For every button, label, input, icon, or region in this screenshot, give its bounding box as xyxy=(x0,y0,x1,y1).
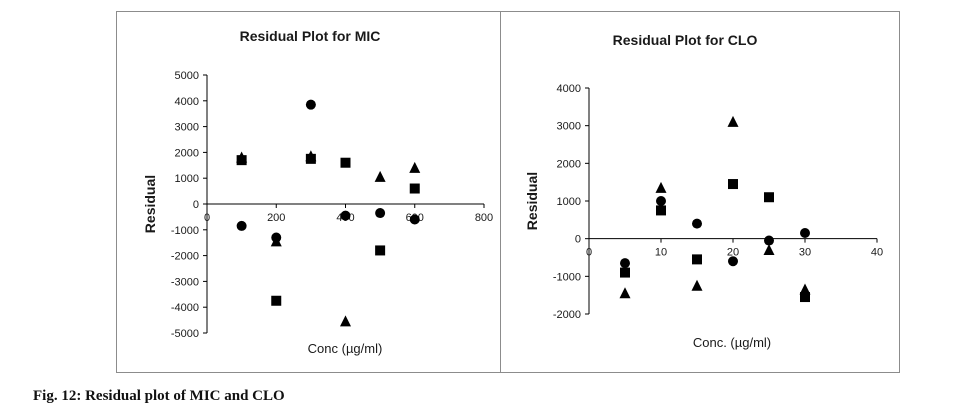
mic-point-circle xyxy=(236,220,247,231)
mic-point-circle xyxy=(409,214,420,225)
clo-point-square xyxy=(800,292,810,303)
mic-point-circle xyxy=(305,99,316,110)
clo-x-axis-title: Conc. (µg/ml) xyxy=(693,335,771,350)
clo-y-tick-label: 0 xyxy=(575,234,581,246)
clo-x-tick-label: 0 xyxy=(586,247,592,259)
clo-x-tick-label: 30 xyxy=(799,247,811,259)
mic-point-triangle xyxy=(409,161,421,173)
figure-caption: Fig. 12: Residual plot of MIC and CLO xyxy=(33,388,285,404)
clo-x-tick-label: 40 xyxy=(871,247,883,259)
mic-point-circle xyxy=(375,208,386,219)
mic-x-tick-label: 800 xyxy=(475,212,493,224)
mic-point-triangle xyxy=(236,151,248,163)
mic-point-square xyxy=(340,157,351,168)
clo-x-tick-label: 20 xyxy=(727,247,739,259)
mic-chart-title: Residual Plot for MIC xyxy=(240,28,381,44)
clo-point-square xyxy=(728,179,738,190)
mic-x-tick-label: 200 xyxy=(267,212,285,224)
mic-point-triangle xyxy=(374,170,386,182)
panel-divider xyxy=(500,11,501,373)
mic-point-square xyxy=(271,295,282,306)
mic-y-tick-label: -4000 xyxy=(171,302,199,314)
clo-point-circle xyxy=(764,235,774,246)
mic-x-axis-title: Conc (µg/ml) xyxy=(308,341,383,356)
mic-point-circle xyxy=(340,210,351,221)
clo-point-triangle xyxy=(763,243,775,255)
mic-point-square xyxy=(375,245,386,256)
clo-x-tick-label: 10 xyxy=(655,247,667,259)
mic-y-tick-label: -2000 xyxy=(171,251,199,263)
clo-chart-title: Residual Plot for CLO xyxy=(613,32,758,48)
clo-y-axis-title: Residual xyxy=(524,172,540,230)
clo-point-square xyxy=(764,192,774,203)
mic-point-triangle xyxy=(270,235,282,247)
mic-point-triangle xyxy=(305,150,317,162)
mic-y-tick-label: -3000 xyxy=(171,276,199,288)
clo-point-triangle xyxy=(727,115,739,127)
clo-point-square xyxy=(656,205,666,216)
clo-y-tick-label: -2000 xyxy=(553,309,581,321)
clo-y-tick-label: 4000 xyxy=(557,83,581,95)
clo-point-square xyxy=(692,254,702,265)
clo-point-circle xyxy=(800,228,810,239)
mic-y-tick-label: 1000 xyxy=(175,173,199,185)
clo-point-circle xyxy=(620,258,630,269)
mic-y-axis-title: Residual xyxy=(142,175,158,233)
clo-point-circle xyxy=(656,196,666,206)
mic-point-triangle xyxy=(340,315,351,327)
clo-y-tick-label: 2000 xyxy=(557,158,581,170)
clo-y-tick-label: 3000 xyxy=(557,121,581,133)
mic-y-tick-label: -5000 xyxy=(171,328,199,340)
mic-point-square xyxy=(409,183,420,194)
mic-y-tick-label: -1000 xyxy=(171,225,199,237)
clo-y-tick-label: -1000 xyxy=(553,271,581,283)
mic-y-tick-label: 3000 xyxy=(175,122,199,134)
mic-y-tick-label: 0 xyxy=(193,199,199,211)
mic-y-tick-label: 2000 xyxy=(175,147,199,159)
clo-point-triangle xyxy=(691,279,703,291)
clo-point-square xyxy=(620,267,630,278)
clo-point-circle xyxy=(728,256,738,267)
clo-point-triangle xyxy=(655,181,667,193)
clo-y-tick-label: 1000 xyxy=(557,196,581,208)
figure-frame xyxy=(116,11,900,373)
mic-y-tick-label: 5000 xyxy=(175,70,199,82)
clo-point-triangle xyxy=(619,287,631,299)
mic-x-tick-label: 0 xyxy=(204,212,210,224)
clo-point-triangle xyxy=(799,283,811,295)
mic-y-tick-label: 4000 xyxy=(175,96,199,108)
clo-point-circle xyxy=(692,218,702,229)
